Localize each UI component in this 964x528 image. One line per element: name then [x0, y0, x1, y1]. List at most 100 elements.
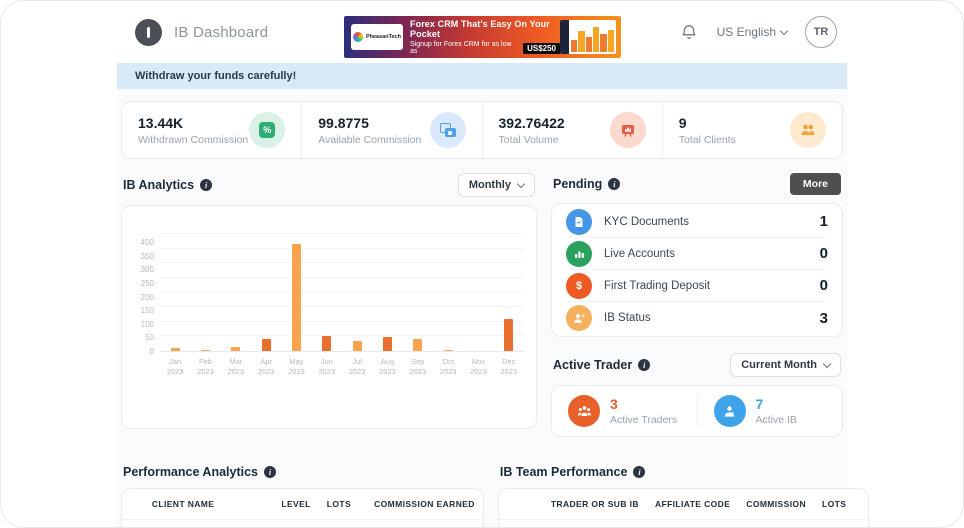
alert-message: Withdraw your funds carefully! [135, 70, 297, 82]
col-commission: COMMISSION [738, 489, 815, 520]
chart-x-tick: Apr 2023 [257, 357, 275, 376]
chevron-down-icon [516, 179, 526, 188]
active-ib-label: Active IB [755, 414, 797, 426]
chart-bar [190, 234, 220, 351]
chart-bar [160, 234, 190, 351]
analytics-title: IB Analytics [123, 178, 195, 192]
alert-banner: Withdraw your funds carefully! [117, 63, 847, 89]
notifications-bell-icon[interactable] [679, 22, 699, 42]
top-header: IB Dashboard PheasanTech Forex CRM That'… [117, 1, 847, 63]
pending-label: First Trading Deposit [604, 279, 711, 292]
active-traders-stat: 3 Active Traders [552, 395, 697, 427]
analytics-range-select[interactable]: Monthly [457, 173, 535, 197]
ad-logo-icon [352, 32, 363, 42]
ad-price-badge: US$250 [523, 42, 560, 54]
stat-available-commission: 99.8775 Available Commission [302, 102, 483, 158]
chart-bar [372, 234, 402, 351]
chart-bar [281, 234, 311, 351]
chart-x-axis: Jan 2023 Feb 2023 Mar 2023 Apr 2023 May 2023 Jun 20… [160, 357, 524, 377]
menu-icon [147, 26, 150, 38]
pending-value: 3 [819, 309, 828, 327]
stat-value: 99.8775 [318, 114, 369, 131]
active-ib-stat: 7 Active IB [696, 395, 843, 427]
chart-x-tick: May 2023 [288, 357, 305, 376]
active-ib-count: 7 [755, 396, 764, 412]
chart-x-tick: Dec 2023 [500, 357, 518, 376]
pending-row-kyc: KYC Documents 1 [566, 206, 828, 238]
dollar-coin-icon: $ [566, 272, 592, 299]
commission-value: 313.3102 [738, 520, 814, 528]
pending-label: KYC Documents [604, 215, 690, 228]
main-content: 13.44K Withdrawn Commission % 99.8775 Av… [117, 89, 870, 528]
pending-card: KYC Documents 1 Live Accounts 0 $ [551, 203, 843, 337]
stat-total-clients: 9 Total Clients [663, 102, 842, 158]
team-table: TRADER OR SUB IB AFFILIATE CODE COMMISSI… [498, 489, 869, 528]
analytics-chart-plot [160, 233, 524, 352]
presentation-chart-icon [609, 112, 646, 148]
chart-bar [494, 234, 524, 351]
chart-bar [251, 234, 281, 351]
pending-value: 1 [819, 213, 828, 230]
chart-bar [433, 234, 463, 351]
chart-bar [403, 234, 433, 351]
chart-x-tick: Sep 2023 [409, 357, 427, 376]
chart-x-tick: Jul 2023 [348, 357, 366, 376]
table-row[interactable]: 1 Kamlin Rodger kamlinrodger@gmail.com 1… [122, 520, 483, 528]
team-performance-title: IB Team Performance [499, 465, 628, 479]
analytics-range-label: Monthly [468, 179, 511, 191]
avatar[interactable]: TR [805, 16, 837, 48]
info-icon[interactable]: i [633, 466, 646, 478]
col-lots: LOTS [318, 489, 367, 520]
language-selector[interactable]: US English [716, 25, 789, 39]
traders-group-icon [568, 395, 600, 427]
info-icon[interactable]: i [264, 466, 277, 478]
chevron-down-icon [779, 26, 789, 35]
stat-label: Available Commission [318, 133, 422, 146]
table-row[interactable]: KR Kamlin Rodger and downline 595102 313… [499, 520, 868, 528]
chart-x-tick: Mar 2023 [227, 357, 245, 376]
col-commission-earned: COMMISSION EARNED [366, 489, 483, 520]
user-plus-icon [566, 305, 592, 331]
analytics-chart-card: 400 350 300 250 200 150 100 50 0 Jan 2023 Feb 2023 M… [121, 205, 537, 429]
pending-row-live-accounts: Live Accounts 0 [566, 238, 828, 270]
chart-x-tick: Nov 2023 [470, 357, 487, 376]
document-icon [566, 208, 592, 235]
active-trader-card: 3 Active Traders 7 Active IB [551, 385, 843, 437]
performance-table: CLIENT NAME LEVEL LOTS COMMISSION EARNED… [122, 489, 483, 528]
active-traders-label: Active Traders [610, 414, 678, 426]
copy-cards-icon [429, 112, 466, 148]
ad-subline: Signup for Forex CRM for as low as [410, 41, 512, 55]
stat-label: Total Volume [498, 133, 559, 146]
row-index: 1 [122, 520, 144, 528]
bar-chart: 400 350 300 250 200 150 100 50 0 Jan 2023 Feb 2023 M… [132, 222, 524, 418]
active-trader-range-select[interactable]: Current Month [730, 353, 841, 377]
lots-value: 54.07 [319, 520, 366, 528]
info-icon[interactable]: i [608, 178, 621, 190]
ad-logo-name: PheasanTech [365, 33, 402, 40]
ad-banner[interactable]: PheasanTech Forex CRM That's Easy On You… [344, 16, 621, 58]
col-affiliate-code: AFFILIATE CODE [646, 489, 739, 520]
info-icon[interactable]: i [638, 359, 651, 371]
stat-total-volume: 392.76422 Total Volume [483, 102, 663, 158]
active-trader-range-label: Current Month [741, 359, 817, 371]
team-table-card: TRADER OR SUB IB AFFILIATE CODE COMMISSI… [497, 488, 870, 528]
affiliate-code: 595102 [647, 520, 738, 528]
active-ib-user-icon [713, 395, 746, 427]
menu-toggle-button[interactable] [135, 18, 162, 46]
ad-headline: Forex CRM That's Easy On Your Pocket [410, 19, 550, 39]
pending-label: IB Status [604, 312, 651, 324]
performance-title: Performance Analytics [123, 465, 259, 479]
commission-earned-value: 165.8816 [366, 520, 483, 528]
percent-ticket-icon: % [249, 112, 286, 148]
ad-logo: PheasanTech [351, 24, 403, 50]
active-traders-count: 3 [610, 396, 618, 412]
col-client-name: CLIENT NAME [143, 489, 274, 520]
chart-bar [312, 234, 342, 351]
pending-row-ib-status: IB Status 3 [566, 302, 828, 334]
performance-table-card: CLIENT NAME LEVEL LOTS COMMISSION EARNED… [121, 488, 484, 528]
language-label: US English [716, 25, 776, 39]
chart-x-tick: Aug 2023 [379, 357, 396, 376]
info-icon[interactable]: i [200, 179, 213, 191]
more-button[interactable]: More [789, 173, 841, 195]
stat-value: 392.76422 [498, 114, 565, 131]
